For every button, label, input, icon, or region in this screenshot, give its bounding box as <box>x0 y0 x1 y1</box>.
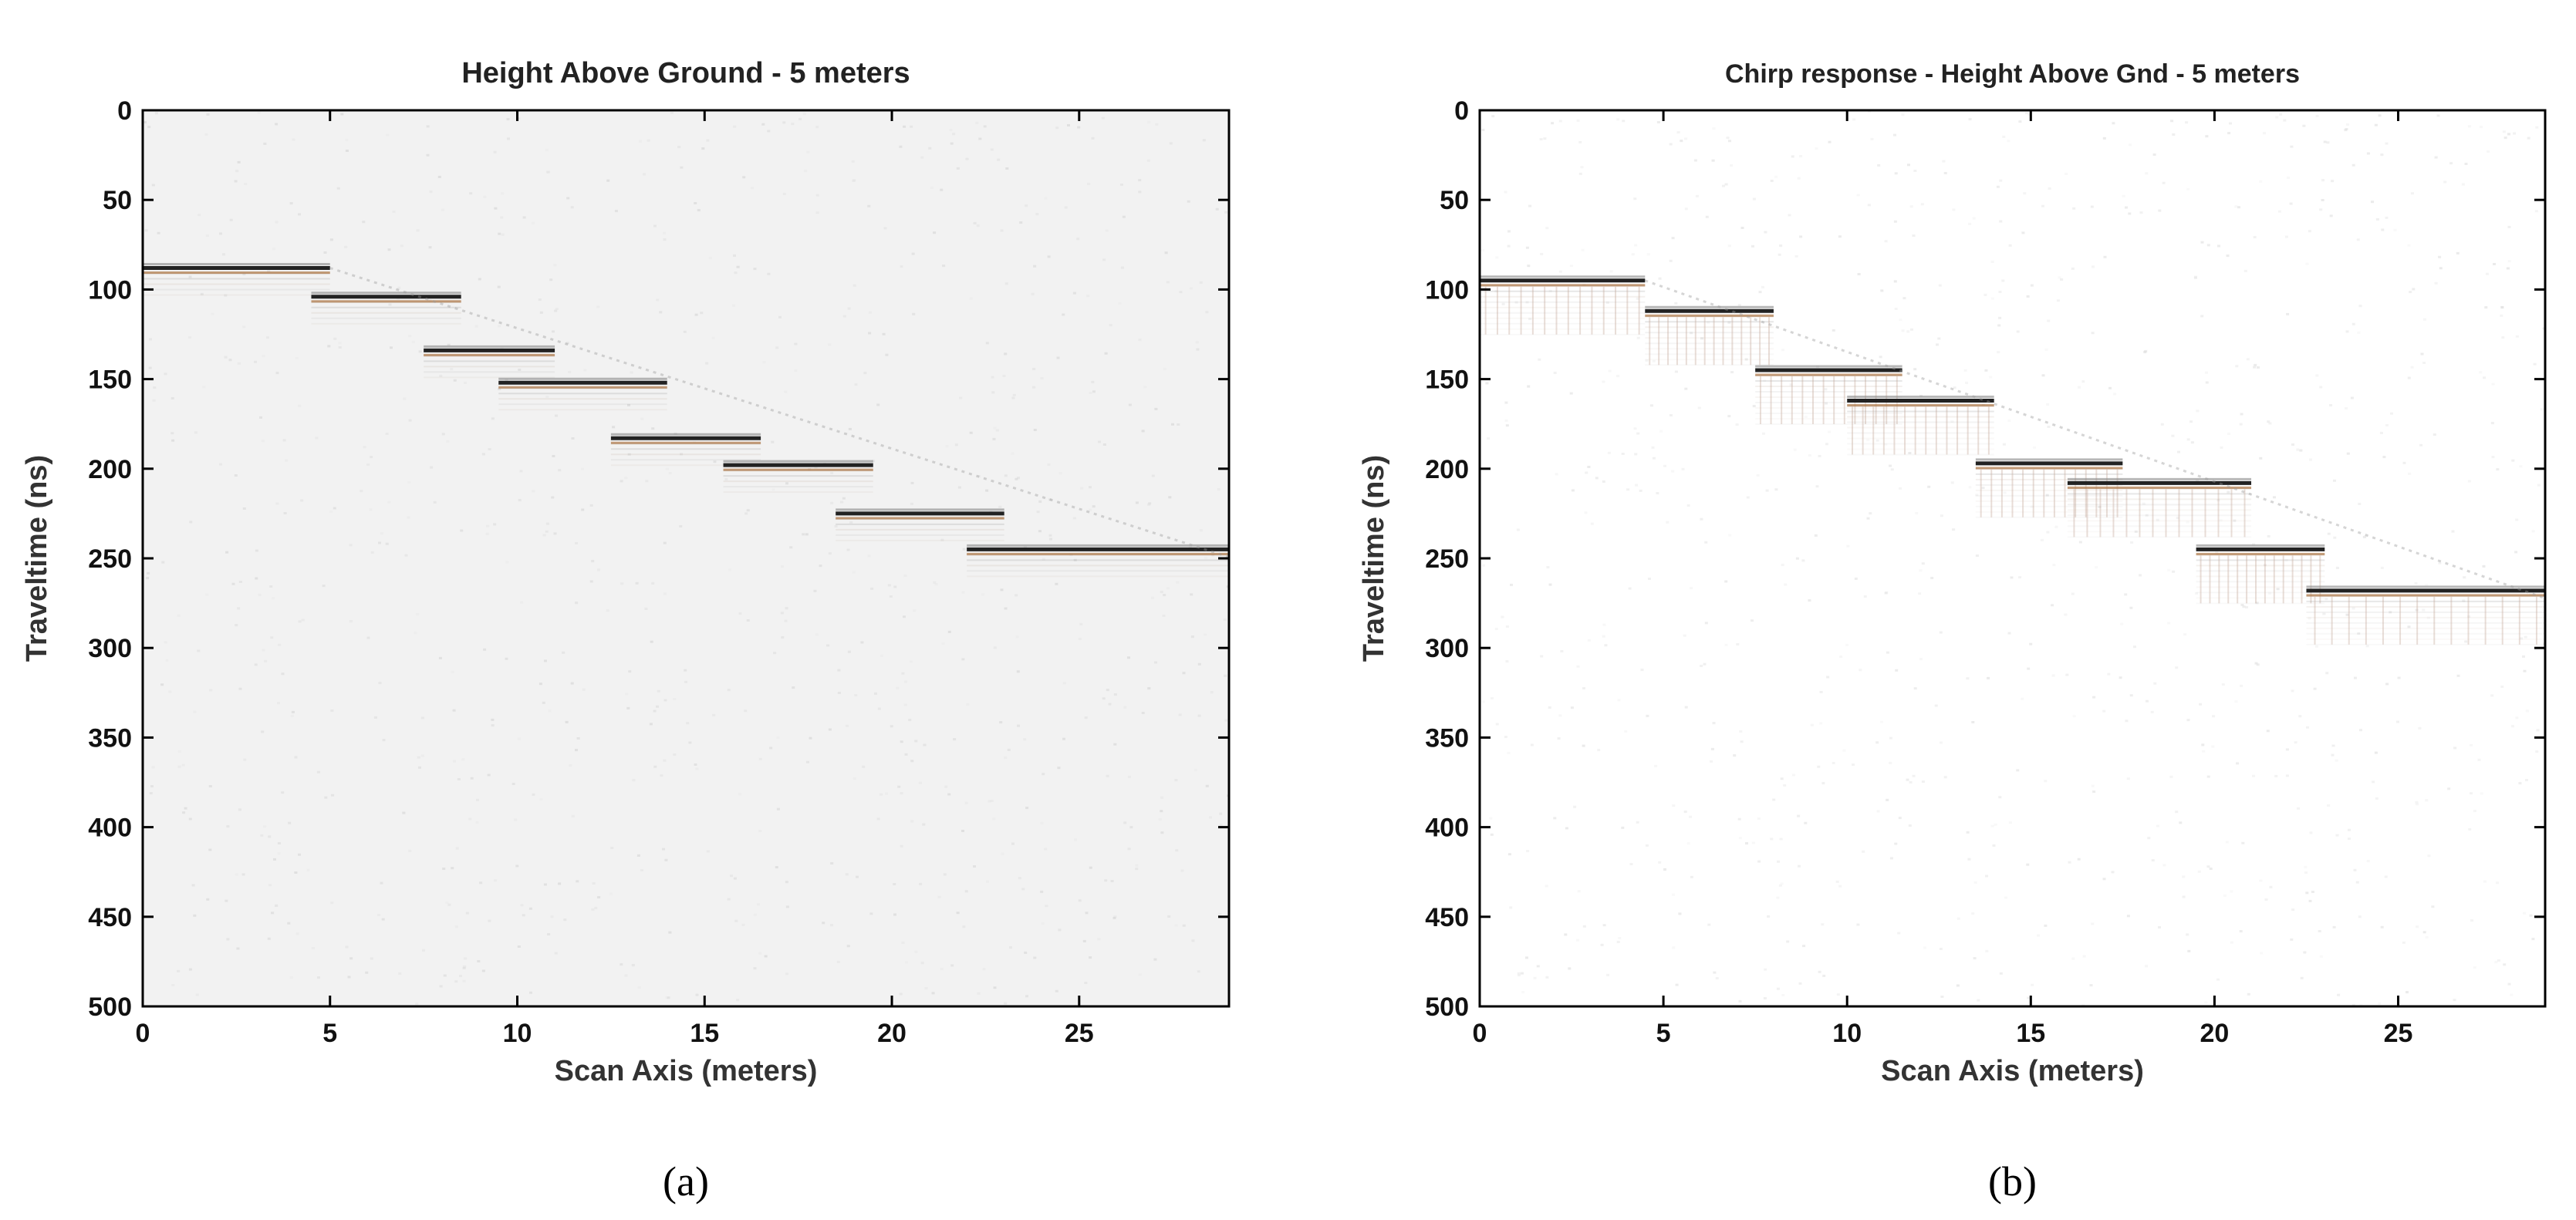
y-tick-label: 400 <box>88 814 132 843</box>
y-axis-label: Traveltime (ns) <box>1358 455 1390 662</box>
reflection-segment <box>2067 477 2252 538</box>
chart-title: Height Above Ground - 5 meters <box>461 57 910 89</box>
y-tick-label: 250 <box>1425 544 1469 574</box>
reflection-segment <box>1480 275 1646 335</box>
chart-panel-a: 0 5 10 15 20 25050100150200250300350400450500… <box>21 57 1231 1205</box>
y-tick-label: 400 <box>1425 814 1469 843</box>
reflection-segment <box>836 508 1004 541</box>
x-tick-label: 15 <box>690 1019 719 1048</box>
x-axis-label: Scan Axis (meters) <box>1881 1055 2144 1087</box>
plot-area <box>1480 110 2545 1006</box>
reflection-segment <box>1975 458 2123 517</box>
x-tick-label: 0 <box>136 1019 150 1048</box>
reflection-layer <box>1480 275 2545 645</box>
x-tick-label: 25 <box>2384 1019 2413 1048</box>
x-tick-label: 25 <box>1065 1019 1094 1048</box>
diffraction-edge <box>1644 279 2545 600</box>
y-tick-label: 350 <box>1425 723 1469 753</box>
chart-panel-b: 0 5 10 15 20 25050100150200250300350400450500… <box>1358 59 2547 1205</box>
y-tick-label: 150 <box>88 366 132 395</box>
reflection-segment <box>143 263 330 296</box>
reflection-segment <box>498 377 667 411</box>
x-axis-label: Scan Axis (meters) <box>555 1055 818 1087</box>
reflection-segment <box>1645 305 1774 366</box>
reflection-segment <box>723 460 873 494</box>
x-tick-label: 10 <box>1832 1019 1862 1048</box>
y-axis-label: Traveltime (ns) <box>21 455 53 662</box>
x-tick-label: 10 <box>503 1019 532 1048</box>
reflection-segment <box>1755 365 1902 424</box>
x-tick-label: 5 <box>322 1019 337 1048</box>
scan-noise <box>143 111 1229 1006</box>
y-tick-label: 50 <box>1440 186 1469 215</box>
y-tick-label: 0 <box>117 96 132 126</box>
y-tick-label: 200 <box>88 455 132 484</box>
y-tick-label: 100 <box>88 275 132 305</box>
y-tick-label: 300 <box>88 634 132 663</box>
y-tick-label: 450 <box>1425 903 1469 932</box>
y-tick-label: 50 <box>103 186 132 215</box>
y-tick-label: 350 <box>88 723 132 753</box>
y-tick-label: 250 <box>88 544 132 574</box>
reflection-segment <box>311 292 461 325</box>
reflection-layer <box>143 263 1229 578</box>
y-tick-label: 300 <box>1425 634 1469 663</box>
reflection-segment <box>967 544 1229 578</box>
diffraction-edge <box>329 267 1229 558</box>
y-tick-label: 200 <box>1425 455 1469 484</box>
chart-title: Chirp response - Height Above Gnd - 5 me… <box>1725 59 2300 89</box>
x-tick-label: 5 <box>1656 1019 1671 1048</box>
panel-label: (a) <box>663 1158 709 1205</box>
x-tick-label: 20 <box>877 1019 906 1048</box>
x-tick-label: 20 <box>2200 1019 2229 1048</box>
x-tick-label: 15 <box>2016 1019 2045 1048</box>
y-tick-label: 0 <box>1454 96 1469 126</box>
reflection-segment <box>610 433 761 467</box>
x-tick-label: 0 <box>1473 1019 1487 1048</box>
reflection-segment <box>2306 585 2545 645</box>
y-tick-label: 500 <box>88 993 132 1022</box>
plot-area <box>143 110 1229 1006</box>
reflection-segment <box>424 345 555 379</box>
panel-label: (b) <box>1988 1158 2037 1205</box>
y-tick-label: 500 <box>1425 993 1469 1022</box>
y-tick-label: 450 <box>88 903 132 932</box>
y-tick-label: 150 <box>1425 366 1469 395</box>
y-tick-label: 100 <box>1425 275 1469 305</box>
reflection-segment <box>1847 395 1994 455</box>
